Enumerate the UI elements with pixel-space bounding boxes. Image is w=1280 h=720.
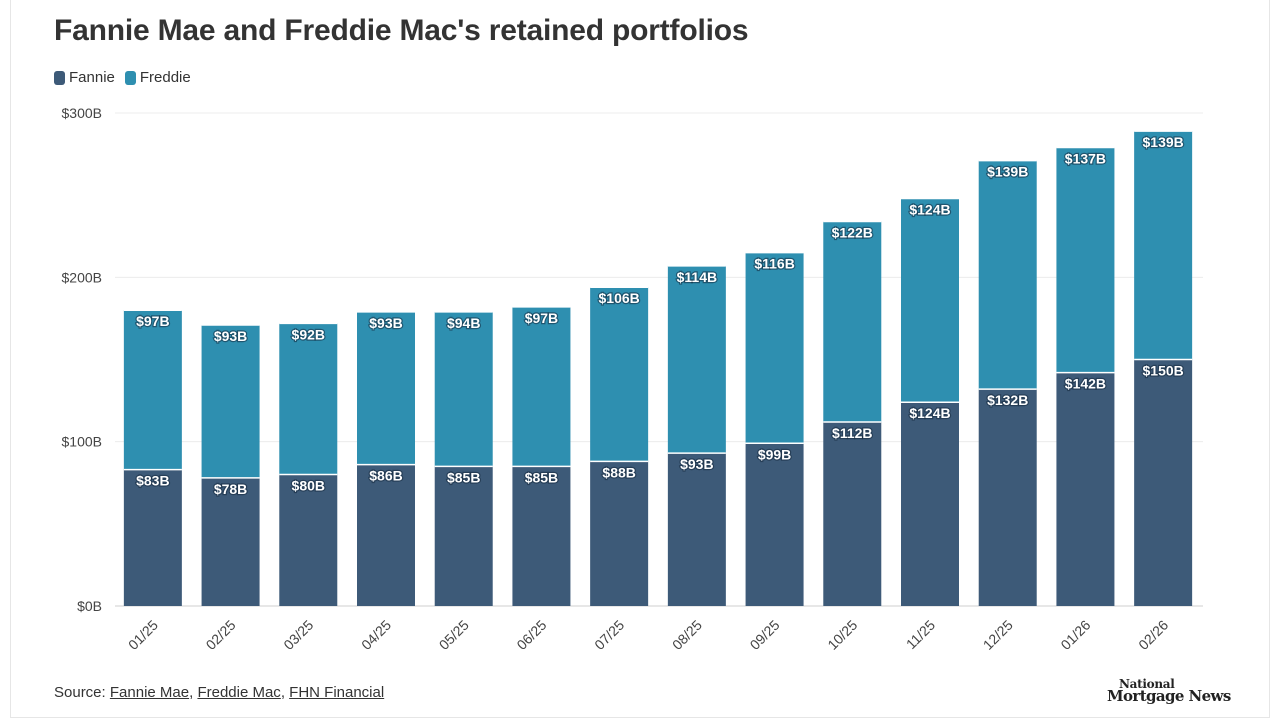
x-tick-label: 04/25: [358, 617, 394, 653]
data-label-freddie: $139B: [987, 164, 1028, 180]
y-tick-label: $200B: [62, 269, 102, 285]
legend-item-freddie: Freddie: [124, 69, 191, 86]
bar-freddie-06/25: [512, 306, 571, 467]
x-tick-label: 05/25: [436, 617, 472, 653]
bar-freddie-12/25: [978, 160, 1037, 390]
legend: Fannie Freddie: [54, 69, 201, 86]
data-label-fannie: $112B: [832, 425, 872, 441]
source-prefix: Source:: [54, 684, 110, 701]
bar-fannie-01/25: [123, 469, 182, 606]
legend-swatch-fannie: [54, 70, 65, 85]
bar-freddie-11/25: [901, 198, 959, 403]
bar-fannie-04/25: [357, 464, 415, 606]
bar-freddie-10/25: [823, 221, 882, 422]
source-note: Source: Fannie Mae, Freddie Mac, FHN Fin…: [54, 684, 385, 701]
data-label-freddie: $93B: [214, 328, 247, 344]
data-label-fannie: $150B: [1143, 363, 1184, 379]
data-label-fannie: $85B: [525, 469, 558, 485]
x-tick-label: 10/25: [824, 617, 860, 653]
data-label-freddie: $124B: [909, 201, 950, 217]
bar-fannie-09/25: [745, 443, 804, 606]
data-label-fannie: $78B: [214, 481, 247, 497]
x-tick-label: 06/25: [513, 617, 549, 653]
bar-freddie-02/26: [1134, 131, 1193, 360]
source-link-fannie-mae[interactable]: Fannie Mae: [109, 684, 190, 701]
x-tick-label: 01/26: [1057, 617, 1093, 653]
source-link-fhn-financial[interactable]: FHN Financial: [289, 684, 385, 701]
national-mortgage-news-logo: National Mortgage News: [1105, 677, 1231, 707]
legend-swatch-freddie: [124, 70, 136, 85]
bar-freddie-09/25: [745, 252, 804, 444]
bar-fannie-12/25: [978, 389, 1037, 606]
bar-freddie-02/25: [201, 324, 260, 478]
data-label-freddie: $122B: [832, 224, 873, 240]
y-tick-label: $100B: [62, 434, 102, 450]
data-label-fannie: $132B: [987, 392, 1028, 408]
bar-freddie-03/25: [279, 323, 338, 475]
data-label-fannie: $88B: [602, 464, 635, 480]
bar-fannie-08/25: [667, 453, 726, 606]
x-tick-label: 01/25: [125, 617, 161, 653]
logo-line-2: Mortgage News: [1107, 687, 1231, 705]
bar-fannie-10/25: [823, 421, 882, 606]
x-tick-label: 08/25: [669, 617, 705, 653]
logo-line-1: National: [1119, 677, 1175, 691]
x-tick-label: 07/25: [591, 617, 627, 653]
bar-freddie-04/25: [357, 311, 415, 465]
x-tick-label: 02/25: [203, 617, 239, 653]
bar-fannie-06/25: [512, 466, 571, 606]
bar-fannie-02/25: [201, 477, 260, 606]
bar-fannie-03/25: [279, 474, 338, 606]
data-label-freddie: $97B: [136, 313, 169, 329]
data-label-fannie: $142B: [1065, 376, 1106, 392]
source-link-freddie-mac[interactable]: Freddie Mac: [197, 684, 281, 701]
y-tick-label: $300B: [62, 105, 102, 121]
data-label-freddie: $116B: [754, 256, 794, 272]
bar-freddie-01/25: [123, 310, 182, 470]
data-label-freddie: $97B: [525, 310, 558, 326]
bar-fannie-07/25: [590, 461, 649, 606]
y-tick-label: $0B: [77, 598, 102, 614]
data-label-freddie: $106B: [599, 290, 640, 306]
bar-fannie-01/26: [1056, 372, 1115, 606]
data-label-freddie: $93B: [369, 315, 402, 331]
legend-item-fannie: Fannie: [54, 69, 115, 86]
bar-fannie-05/25: [434, 466, 493, 606]
bar-freddie-08/25: [667, 265, 726, 454]
x-tick-label: 09/25: [747, 617, 783, 653]
x-tick-label: 03/25: [280, 617, 316, 653]
data-label-fannie: $83B: [136, 473, 169, 489]
data-label-freddie: $137B: [1065, 151, 1106, 167]
data-label-freddie: $139B: [1143, 134, 1184, 150]
data-label-fannie: $93B: [680, 456, 713, 472]
bar-fannie-02/26: [1134, 359, 1193, 606]
x-tick-label: 02/26: [1135, 617, 1171, 653]
bar-fannie-11/25: [901, 402, 959, 606]
data-label-fannie: $85B: [447, 469, 480, 485]
data-label-freddie: $92B: [292, 326, 325, 342]
data-label-fannie: $124B: [909, 405, 950, 421]
bar-freddie-05/25: [434, 311, 493, 467]
x-tick-label: 11/25: [903, 617, 939, 653]
chart-frame: [10, 0, 1270, 718]
data-label-fannie: $80B: [292, 478, 325, 494]
data-label-freddie: $114B: [677, 269, 717, 285]
legend-label-freddie: Freddie: [139, 69, 191, 86]
data-label-freddie: $94B: [447, 315, 480, 331]
bar-freddie-07/25: [590, 287, 649, 462]
chart-title: Fannie Mae and Freddie Mac's retained po…: [54, 14, 749, 47]
data-label-fannie: $86B: [369, 468, 402, 484]
data-label-fannie: $99B: [758, 446, 791, 462]
legend-label-fannie: Fannie: [69, 69, 115, 86]
x-tick-label: 12/25: [980, 617, 1016, 653]
bar-freddie-01/26: [1056, 147, 1115, 373]
